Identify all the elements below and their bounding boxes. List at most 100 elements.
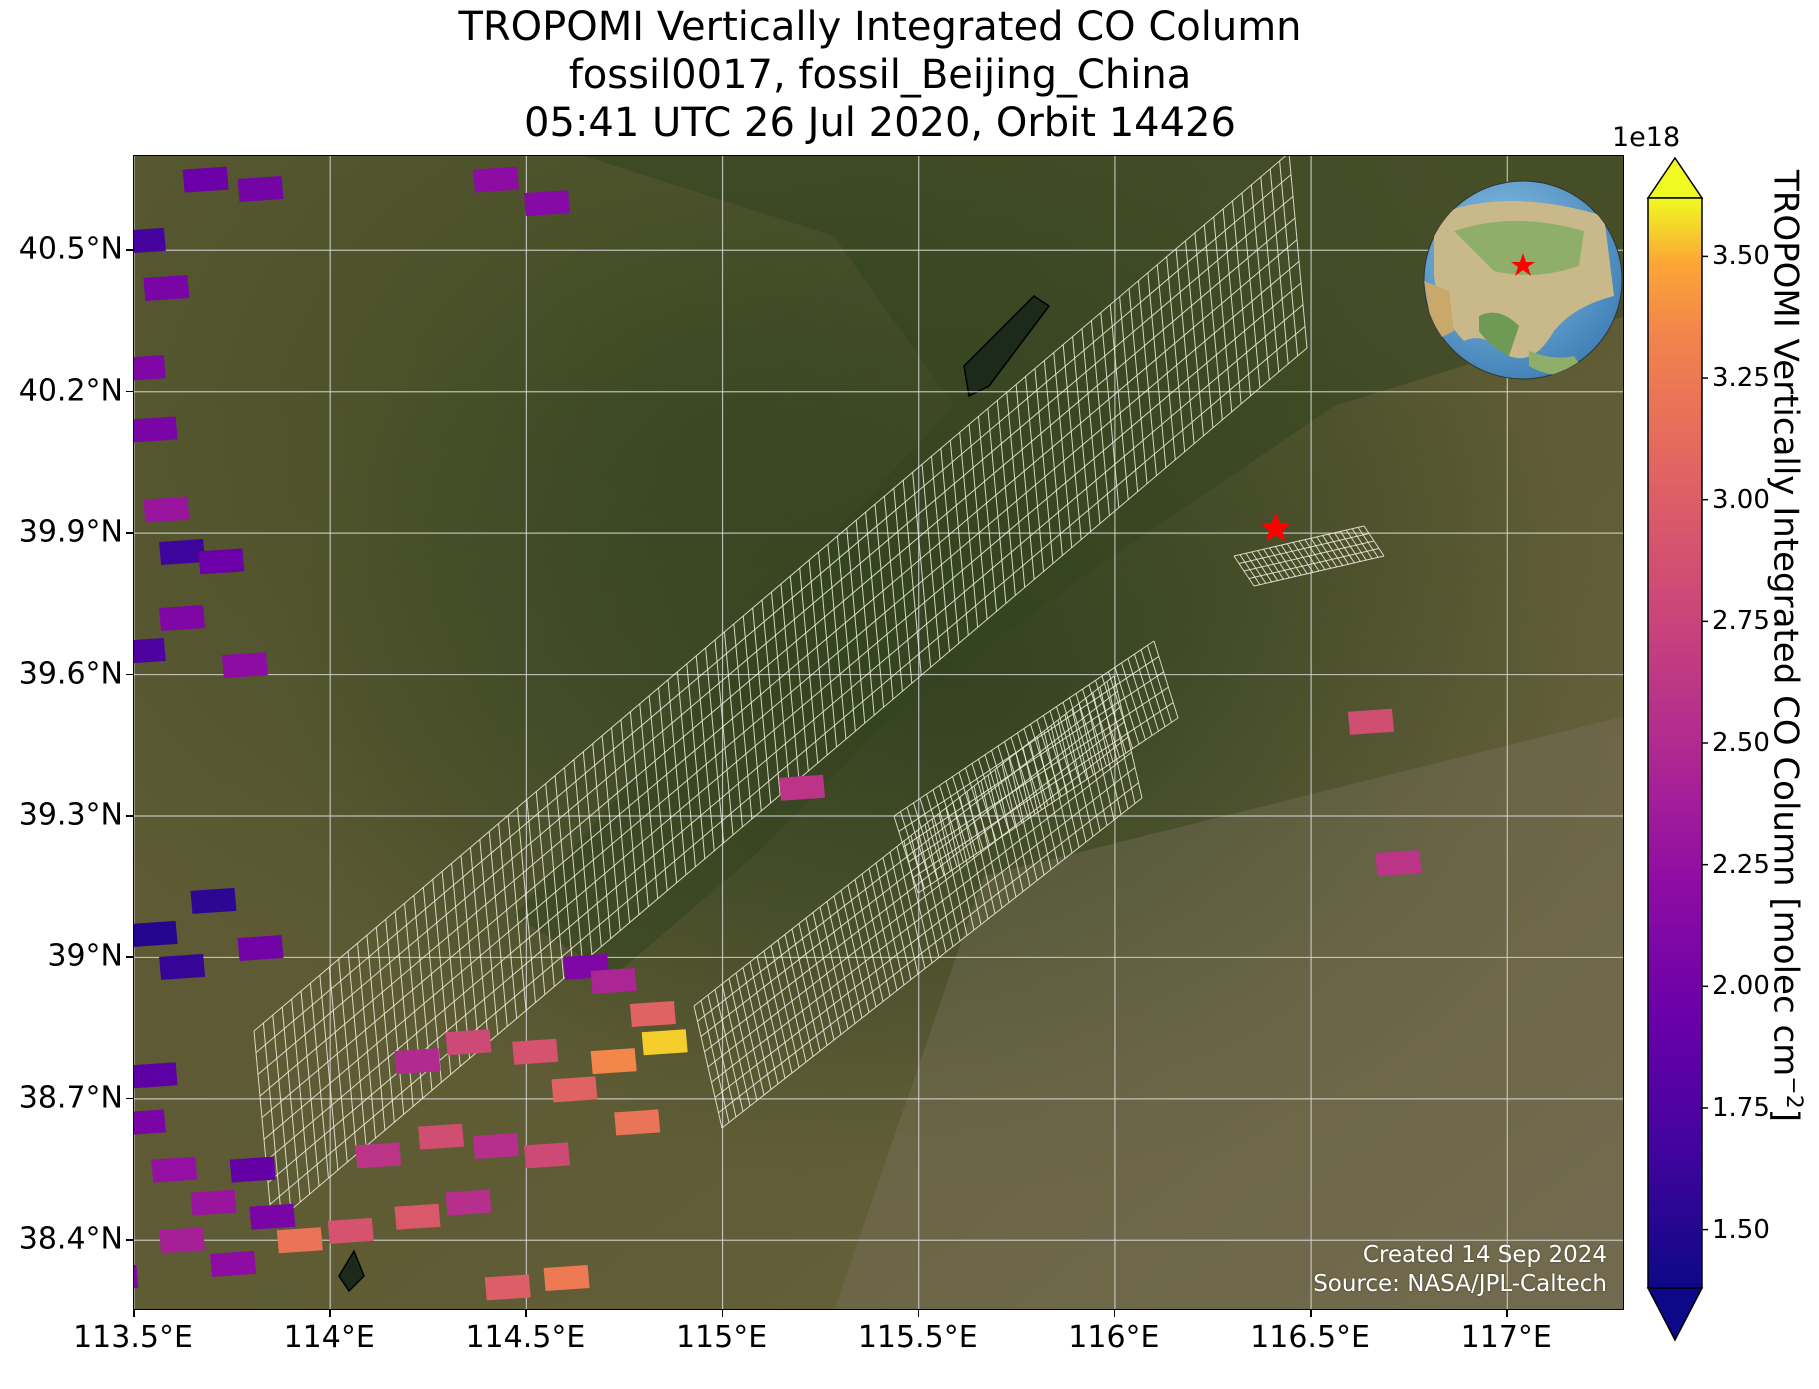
target-site-star: [1260, 512, 1291, 542]
co-pixel: [551, 1076, 598, 1103]
title-line-1: TROPOMI Vertically Integrated CO Column: [458, 4, 1302, 50]
y-tick-mark: [126, 532, 133, 534]
co-pixel: [134, 416, 178, 443]
co-pixel: [394, 1048, 441, 1075]
co-pixel: [590, 968, 637, 994]
colorbar-exponent: 1e18: [1612, 122, 1681, 153]
co-pixel: [151, 1156, 198, 1183]
star-icon: [1260, 512, 1291, 542]
x-tick-mark: [525, 1310, 527, 1317]
co-column-pixels: [134, 166, 1422, 1301]
colorbar-tick-label: 1.50: [1712, 1214, 1770, 1245]
y-tick-label: 39.9°N: [18, 514, 123, 550]
inset-globe: [1423, 180, 1623, 380]
colorbar-tick-label: 1.75: [1712, 1092, 1770, 1123]
y-tick-label: 40.2°N: [18, 373, 123, 409]
co-pixel: [1375, 850, 1422, 877]
x-tick-mark: [1113, 1310, 1116, 1317]
x-tick-mark: [329, 1310, 331, 1317]
y-tick-label: 38.4°N: [18, 1221, 123, 1257]
y-tick-label: 39°N: [47, 938, 123, 974]
co-pixel: [355, 1142, 402, 1169]
co-pixel: [159, 1227, 206, 1254]
co-pixel: [543, 1265, 590, 1291]
map-gridlines: [134, 156, 1623, 1309]
co-pixel: [472, 1133, 519, 1159]
y-tick-mark: [126, 673, 133, 676]
x-tick-mark: [721, 1310, 724, 1317]
co-pixel: [159, 953, 206, 980]
y-tick-mark: [126, 1097, 133, 1100]
colorbar-tick-label: 3.25: [1712, 363, 1770, 394]
map-canvas: [134, 156, 1623, 1309]
co-pixel: [134, 638, 166, 664]
co-pixel: [190, 1189, 237, 1216]
y-tick-label: 39.3°N: [18, 797, 123, 833]
co-pixel: [221, 652, 268, 679]
y-tick-mark: [126, 390, 133, 393]
y-tick-label: 40.5°N: [18, 231, 123, 267]
co-pixel: [523, 1142, 570, 1169]
co-pixel: [134, 227, 166, 254]
co-pixel: [641, 1029, 688, 1056]
co-pixel: [159, 605, 206, 631]
co-pixel: [249, 1203, 296, 1230]
co-pixel: [523, 190, 570, 217]
colorbar-tick-label: 2.50: [1712, 728, 1770, 758]
co-pixel: [512, 1038, 559, 1065]
co-pixel: [182, 166, 229, 193]
satellite-basemap: [134, 156, 1623, 1309]
y-tick-mark: [126, 815, 133, 817]
co-pixel: [484, 1274, 531, 1301]
co-pixel: [134, 355, 166, 381]
co-pixel: [472, 166, 519, 193]
colorbar-label-exponent: −2: [1781, 1076, 1806, 1109]
co-pixel: [237, 176, 284, 202]
lower-swath: [693, 675, 1143, 1129]
x-tick-label: 114.5°E: [465, 1320, 586, 1355]
co-pixel: [134, 1062, 178, 1089]
co-pixel: [159, 539, 206, 565]
co-pixel: [614, 1109, 661, 1136]
co-pixel: [198, 548, 245, 575]
east-swath: [1233, 525, 1385, 587]
co-pixel: [1347, 708, 1394, 735]
co-pixel: [327, 1217, 374, 1244]
co-pixel: [418, 1123, 465, 1150]
colorbar-tick-label: 2.75: [1712, 606, 1770, 637]
map-panel: [133, 155, 1624, 1310]
colorbar-extend-min: [1646, 1287, 1704, 1342]
colorbar-tick-label: 2.25: [1712, 849, 1770, 880]
x-tick-label: 115.5°E: [857, 1320, 978, 1355]
colorbar-label: TROPOMI Vertically Integrated CO Column …: [1766, 170, 1806, 1122]
co-pixel: [190, 887, 237, 914]
y-tick-label: 38.7°N: [18, 1080, 123, 1116]
x-tick-mark: [1506, 1310, 1508, 1317]
title-line-3: 05:41 UTC 26 Jul 2020, Orbit 14426: [524, 100, 1236, 146]
co-pixel: [779, 774, 826, 801]
co-pixel: [143, 496, 190, 523]
colorbar-tick-label: 2.00: [1712, 971, 1770, 1002]
colorbar-label-text: TROPOMI Vertically Integrated CO Column …: [1765, 170, 1806, 1077]
co-pixel: [134, 1265, 139, 1289]
x-tick-label: 117°E: [1460, 1320, 1552, 1355]
title-line-2: fossil0017, fossil_Beijing_China: [568, 52, 1192, 98]
y-tick-mark: [126, 249, 133, 251]
created-credit: Created 14 Sep 2024: [1362, 1242, 1607, 1268]
colorbar-tick-label: 3.00: [1712, 484, 1770, 515]
colorbar: [1646, 156, 1708, 1342]
co-pixel: [237, 935, 284, 961]
x-tick-label: 113.5°E: [73, 1320, 193, 1355]
co-pixel: [629, 1001, 676, 1027]
co-pixel: [134, 1109, 166, 1135]
source-credit: Source: NASA/JPL-Caltech: [1313, 1271, 1607, 1297]
y-tick-mark: [126, 1239, 133, 1241]
colorbar-extend-max: [1646, 156, 1704, 199]
co-pixel: [445, 1189, 492, 1216]
co-pixel: [143, 275, 190, 301]
x-tick-mark: [1310, 1310, 1312, 1317]
colorbar-gradient: [1647, 197, 1703, 1289]
co-pixel: [134, 920, 178, 947]
co-pixel: [445, 1029, 492, 1056]
inner-swath: [893, 640, 1179, 894]
